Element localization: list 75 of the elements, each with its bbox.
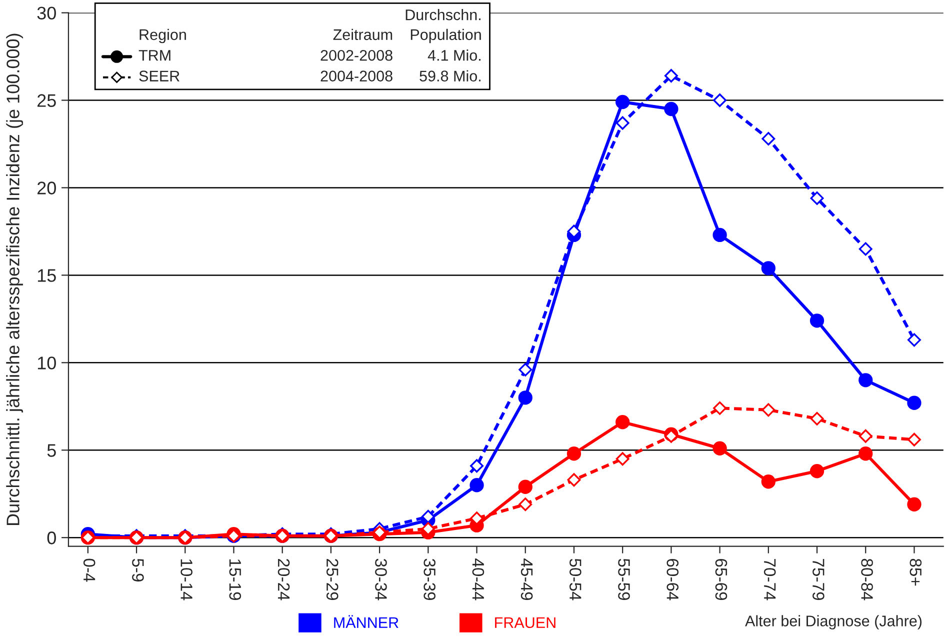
point	[616, 116, 630, 130]
point	[761, 261, 776, 276]
point	[907, 497, 922, 512]
y-tick-label: 30	[37, 6, 56, 20]
point	[908, 333, 921, 347]
point	[421, 510, 435, 524]
point	[908, 432, 921, 446]
point	[567, 224, 581, 238]
annotation: 59.8 Mio.	[420, 70, 480, 82]
x-tick-label: 25-29	[326, 558, 338, 600]
x-tick-label: 70-74	[764, 559, 776, 600]
y-tick-label: 10	[38, 356, 56, 370]
x-axis-title: Alter bei Diagnose (Jahre)	[745, 615, 922, 630]
point	[907, 396, 922, 410]
point	[566, 446, 582, 461]
x-tick-label: 60-64	[666, 558, 679, 600]
point	[810, 464, 824, 478]
point	[616, 415, 630, 430]
point	[664, 102, 678, 116]
point	[810, 412, 824, 426]
x-tick-label: 20-24	[278, 558, 290, 600]
point	[616, 94, 630, 110]
point	[518, 362, 532, 376]
annotation: SEER	[139, 70, 180, 82]
point	[762, 403, 776, 417]
legend-label: MÄNNER	[334, 615, 398, 628]
point	[712, 228, 727, 242]
x-tick-label: 65-69	[715, 558, 728, 600]
y-tick-label: 20	[37, 182, 56, 194]
annotation: 4.1 Mio.	[428, 50, 480, 61]
point	[616, 452, 630, 466]
x-tick-label: 75-79	[812, 559, 824, 600]
y-tick-label: 25	[37, 94, 56, 107]
x-tick-label: 45-49	[520, 558, 533, 600]
point	[664, 69, 678, 82]
y-tick-label: 0	[47, 532, 56, 544]
point	[858, 373, 873, 388]
x-tick-label: 30-34	[375, 558, 387, 600]
annotation: Population	[410, 28, 481, 44]
x-tick-label: 85+	[910, 558, 922, 586]
annotation: 2002-2008	[320, 50, 392, 61]
y-tick-label: 5	[47, 444, 56, 457]
point	[518, 480, 532, 494]
point	[518, 498, 532, 512]
annotation: Zeitraum	[333, 28, 392, 40]
point	[713, 401, 727, 415]
x-tick-label: 40-44	[472, 558, 484, 600]
point	[567, 473, 581, 487]
point	[761, 474, 776, 489]
y-tick-label: 15	[38, 269, 56, 282]
point	[810, 191, 824, 205]
point	[762, 132, 776, 146]
x-tick-label: 0-4	[83, 558, 96, 582]
annotation: Region	[140, 28, 186, 44]
annotation: Durchschn.	[406, 9, 480, 20]
point	[518, 390, 532, 405]
x-tick-label: 55-59	[618, 558, 630, 600]
point	[810, 314, 824, 328]
x-tick-label: 80-84	[861, 558, 873, 600]
point	[713, 94, 727, 107]
point	[858, 242, 872, 256]
annotation: TRM	[138, 50, 170, 61]
x-tick-label: 5-9	[132, 558, 144, 582]
x-tick-label: 50-54	[570, 558, 582, 600]
x-tick-label: 35-39	[424, 558, 436, 600]
point	[712, 441, 727, 456]
point	[858, 429, 872, 443]
annotation: 2004-2008	[320, 70, 392, 82]
point	[470, 478, 484, 492]
x-tick-label: 10-14	[180, 559, 192, 600]
point	[470, 459, 484, 473]
legend-label: FRAUEN	[495, 617, 556, 628]
y-axis-title: Durchschnittl. jährliche altersspezifische Inzidenz (je 100.000)	[6, 34, 23, 525]
point	[858, 446, 873, 461]
x-tick-label: 15-19	[229, 559, 242, 600]
